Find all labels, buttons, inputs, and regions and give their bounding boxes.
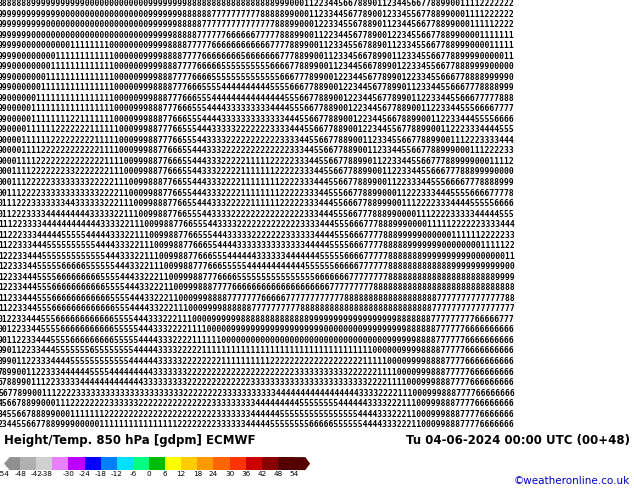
Text: 12: 12 [177,471,186,477]
Text: 99900000011111111111111100000999888877766655554444444444555566677889001223445677: 9990000001111111111111110000099988887776… [0,83,515,92]
Text: -12: -12 [111,471,123,477]
Text: 78990011223334444445555444444444333333322222222222222222222223333333333322222211: 7899001122333444444555544444444433333332… [0,368,515,376]
Text: 12233444555566666666655554443322211009998877766665555555555555555666666677777777: 1223344455556666666665555444332221100999… [0,273,515,282]
Text: 48: 48 [273,471,283,477]
Text: 67889901112233333444444444444433333333322222222222223333333333333333333333332222: 6788990111223333344444444444443333333332… [0,378,515,387]
Text: -24: -24 [79,471,91,477]
Text: 11223334445555555555444433322111009988776665544443333333333333344444555566677778: 1122333444555555555544443332211100998877… [0,241,515,250]
Bar [165,457,181,470]
Text: Tu 04-06-2024 00:00 UTC (00+48): Tu 04-06-2024 00:00 UTC (00+48) [406,434,630,447]
Text: 54: 54 [289,471,299,477]
Text: 99000000111111111111111100000999888777666555444444444444444555667788900122344567: 9900000011111111111111110000099988877766… [0,94,515,103]
Text: 12233444555666666666665555444332221100999888777766666666666666666666777777777888: 1223344455566666666666555544433222110099… [0,283,515,293]
Text: 00111222233333333333322221100099887766554443332222111111112222233344555667788990: 0011122223333333333332222110009988776655… [0,189,515,197]
Bar [53,457,68,470]
Bar [36,457,53,470]
Text: 18: 18 [193,471,202,477]
Bar [230,457,245,470]
Text: 36: 36 [241,471,250,477]
Bar [214,457,230,470]
Bar [149,457,165,470]
Text: -54: -54 [0,471,10,477]
Text: 00122334455556666666666655555444333222211110000099999999999999999990000000099999: 0012233445555666666666665555544433322221… [0,325,515,335]
Polygon shape [4,457,20,470]
Text: 99990000000011111111111100000099998888777766666666566666667778899001123345667899: 9999000000001111111111110000009999888877… [0,51,515,61]
Text: 45667889900011122222222333333222222222222222333333333444444444555555554444443333: 4566788990001112222222233333322222222222… [0,399,515,408]
Bar [117,457,133,470]
Bar [197,457,214,470]
Text: -42: -42 [30,471,42,477]
Text: 88888889999999999900000000000009999999988888888888888888899900011223445667889011: 8888888999999999990000000000000999999998… [0,0,515,8]
Text: Height/Temp. 850 hPa [gdpm] ECMWF: Height/Temp. 850 hPa [gdpm] ECMWF [4,434,256,447]
Polygon shape [294,457,310,470]
Text: 90000111122222222222211110009998877666554443332222222222222233344556677889001123: 9000011112222222222221111000999887766655… [0,147,515,155]
Text: 0: 0 [146,471,152,477]
Text: 30: 30 [225,471,234,477]
Bar [262,457,278,470]
Text: 12223344455555555555554443332211100998877666555444444333333444444455555666677777: 1222334445555555555555444333221110099887… [0,252,515,261]
Text: 56778990011122223333333333333333333333222222223333333333344444444444444444333322: 5677899001112222333333333333333333333322… [0,389,515,397]
Text: 99000001111111122111111100009998887766655544443333333333333444556677889001223445: 9900000111111112211111110000999888776665… [0,115,515,124]
Text: -48: -48 [14,471,26,477]
Text: 99999999999990000000000000000009999999888888777777777788888990001123344567789001: 9999999999999000000000000000000999999988… [0,9,515,19]
Text: 11222333444445555544444333221110099887766555444333332222222333333444455566677778: 1122233344444555554444433322111009988776… [0,231,515,240]
Text: 99999000000000011111111000000009999888877777666666666666777788990011233455678890: 9999900000000001111111100000000999988887… [0,41,515,50]
Bar [68,457,84,470]
Text: 23445566778899990000011111111111111112222222233333344444555555556666655555544443: 2344556677889999000001111111111111111222… [0,420,515,429]
Text: 99999990000000000000000000000009999988888777777666666777778889900112234456778900: 9999999000000000000000000000000999998888… [0,30,515,40]
Text: 99999999990000000000000000000009999998888877777777777777788899000122334556788901: 9999999999000000000000000000000999999888… [0,20,515,29]
Bar [84,457,101,470]
Text: 01223344455566666666666655554443332221110000999999888888888888889999999999999999: 0122334445556666666666665555444333222111… [0,315,515,324]
Text: 11233444555666666666666555544433222110009998888777777766666777777777777888888888: 1123344455566666666666655554443322211000… [0,294,515,303]
Text: 99900000001111111111111100000999988877776666555555555555556667778990012234456778: 9990000000111111111111110000099998887777… [0,73,515,82]
Text: 90001111222222222222221111009998877666554443332222211111222223334455667788990112: 9000111122222222222222111100999887766655… [0,157,515,166]
Text: -38: -38 [41,471,53,477]
Text: 12233344555556666655555544433221110099887776665555544444444444455555566666777777: 1223334455555666665555554443322111009988… [0,262,515,271]
Text: 01122233334444444443333322111009988776655544333322222222222222233344455566777888: 0112223333444444444333332211100998877665… [0,210,515,219]
Bar [181,457,197,470]
Text: 99000011111122222221111110009998877766555444333332222222333344455667788900122344: 9900001111112222222111111000999887776655… [0,125,515,134]
Text: 90000111111222222222111110009998877766555443333222222222223333445566778890011233: 9000011111122222222211111000999887776655… [0,136,515,145]
Bar [133,457,149,470]
Text: 01112223333333443333332221110099888776655444333222221111112222233344455666778899: 0111222333333344333333222111009988877665… [0,199,515,208]
Bar [245,457,262,470]
Bar [278,457,294,470]
Text: -18: -18 [94,471,107,477]
Text: 6: 6 [163,471,167,477]
Text: 42: 42 [257,471,266,477]
Text: 99900000000111111111111100000099998887777666665555555555666677889900112344566789: 9990000000011111111111110000009999888777… [0,62,515,71]
Text: 90112233444555566666666655555444433322221111110000000000000000000000000000000000: 9011223344455556666666665555544443332222… [0,336,515,345]
Text: 24: 24 [209,471,218,477]
Bar [20,457,36,470]
Text: 34556678889900011111112222222222222222222222233333334444445555555555555555444433: 3455667888990001111111222222222222222222… [0,410,515,418]
Text: -6: -6 [129,471,136,477]
Text: 00011122222333333332222211100998887766554443332222111111112222333444556677889900: 0001112222233333333222221110099888776655… [0,178,515,187]
Text: 11223344555666666666666655544443322211100099998888887777777777888888888888888888: 1122334455566666666666665554444332221110… [0,304,515,314]
Text: -30: -30 [63,471,74,477]
Text: 89901122333444455555555555544444433333222222221111111111222222222222222222211111: 8990112233344445555555555554444443333322… [0,357,515,366]
Text: 99011223344455555556555555554444433332222211111111111111111111111111111111111000: 9901122334445555555655555555444443333222… [0,346,515,355]
Bar [101,457,117,470]
Text: ©weatheronline.co.uk: ©weatheronline.co.uk [514,476,630,486]
Text: 11122333344444444444433332211100998877665554433332222222222222333344455566677788: 1112233334444444444443333221110099887766… [0,220,515,229]
Text: 99000001111111111111111100009998887776665554444333333333444455566778890012234456: 9900000111111111111111110000999888777666… [0,104,515,113]
Text: 00011112222222332222222111000998877666554433322222111111122222333445566778899001: 0001111222222233222222211100099887766655… [0,168,515,176]
